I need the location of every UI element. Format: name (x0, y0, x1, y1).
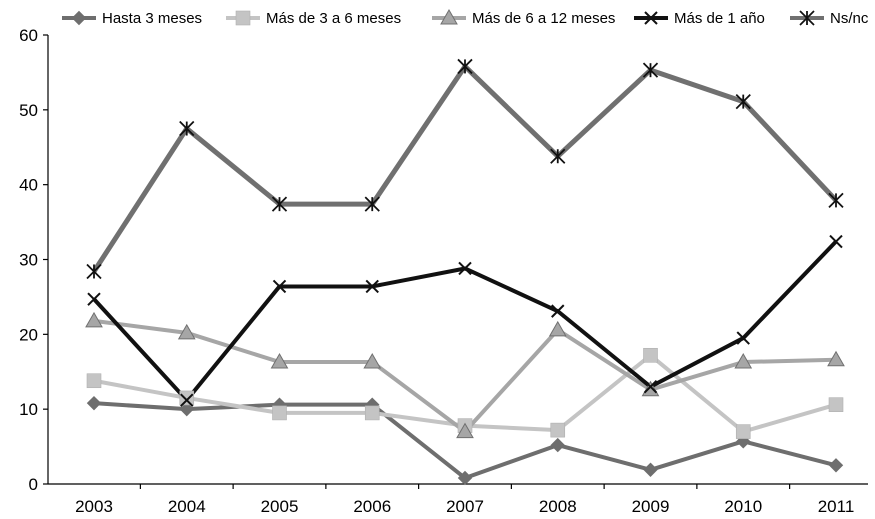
data-point-series-2 (643, 347, 658, 363)
x-tick-label: 2007 (446, 497, 484, 516)
data-point-series-2 (735, 424, 751, 439)
data-point-series-3 (270, 353, 289, 369)
legend-item-3: Más de 6 a 12 meses (432, 8, 615, 27)
legend-item-5: Ns/nc (790, 10, 869, 27)
data-point-series-1 (550, 437, 565, 453)
series-line-5 (91, 63, 838, 273)
legend-item-1: Hasta 3 meses (62, 10, 202, 27)
y-tick-label: 40 (19, 176, 38, 195)
data-point-series-2 (272, 405, 287, 421)
data-point-series-1 (457, 470, 473, 486)
data-point-series-4 (829, 234, 843, 249)
data-point-series-4 (365, 279, 379, 294)
data-point-series-3 (734, 353, 753, 369)
x-tick-label: 2004 (168, 497, 206, 516)
data-point-series-1 (643, 462, 658, 477)
legend-marker (644, 11, 658, 25)
data-point-series-2 (364, 405, 380, 421)
data-point-series-4 (458, 261, 472, 276)
data-point-series-1 (86, 395, 102, 411)
data-point-series-3 (456, 422, 474, 439)
data-point-series-5 (735, 93, 751, 110)
data-point-series-5 (271, 196, 288, 212)
y-tick-label: 60 (19, 26, 38, 45)
data-point-series-5 (457, 58, 473, 75)
legend-label: Más de 1 año (674, 10, 765, 27)
y-tick-label: 20 (19, 325, 38, 344)
data-point-series-4 (643, 380, 658, 394)
legend-marker (235, 10, 251, 26)
x-tick-label: 2010 (724, 497, 762, 516)
data-point-series-5 (828, 192, 844, 209)
legend: Hasta 3 meses Más de 3 a 6 meses Más de 6 … (62, 8, 869, 27)
data-point-series-4 (272, 279, 287, 294)
legend-marker (799, 10, 815, 26)
data-markers (85, 58, 845, 486)
x-tick-label: 2006 (353, 497, 391, 516)
data-point-series-2 (828, 397, 844, 412)
legend-item-4: Más de 1 año (634, 10, 765, 27)
x-tick-label: 2009 (632, 497, 670, 516)
data-point-series-5 (550, 148, 566, 164)
data-point-series-4 (180, 393, 194, 407)
data-point-series-5 (364, 196, 380, 212)
legend-marker (440, 8, 458, 25)
data-point-series-2 (86, 373, 102, 389)
data-point-series-2 (550, 422, 566, 438)
legend-label: Ns/nc (830, 10, 869, 27)
y-tick-label: 30 (19, 251, 38, 270)
y-tick-label: 10 (19, 400, 38, 419)
data-point-series-1 (828, 458, 844, 473)
data-point-series-3 (641, 380, 660, 397)
legend-item-2: Más de 3 a 6 meses (226, 10, 401, 27)
y-tick-label: 50 (19, 101, 38, 120)
data-point-series-5 (86, 263, 102, 280)
x-tick-label: 2005 (261, 497, 299, 516)
legend-label: Más de 3 a 6 meses (266, 10, 401, 27)
data-point-series-3 (548, 320, 567, 337)
series-line-4 (92, 240, 838, 403)
x-tick-label: 2008 (539, 497, 577, 516)
x-tick-label: 2003 (75, 497, 113, 516)
data-point-series-3 (363, 353, 382, 369)
legend-label: Más de 6 a 12 meses (472, 10, 615, 27)
data-point-series-4 (551, 304, 565, 318)
data-point-series-5 (179, 120, 195, 137)
data-point-series-3 (85, 311, 103, 328)
axes: 0 10 20 30 40 50 60 2003 2004 2005 2006 2007 2008 200… (19, 26, 868, 516)
data-point-series-3 (177, 323, 196, 340)
data-point-series-4 (736, 331, 750, 345)
legend-label: Hasta 3 meses (102, 10, 202, 27)
data-point-series-1 (179, 401, 194, 417)
data-point-series-5 (642, 62, 659, 78)
x-tick-label: 2011 (818, 497, 855, 516)
data-point-series-3 (827, 350, 845, 367)
y-tick-label: 0 (29, 475, 38, 494)
series-lines (91, 63, 838, 481)
data-point-series-4 (87, 292, 101, 306)
data-point-series-2 (179, 390, 195, 406)
legend-marker (71, 10, 87, 26)
